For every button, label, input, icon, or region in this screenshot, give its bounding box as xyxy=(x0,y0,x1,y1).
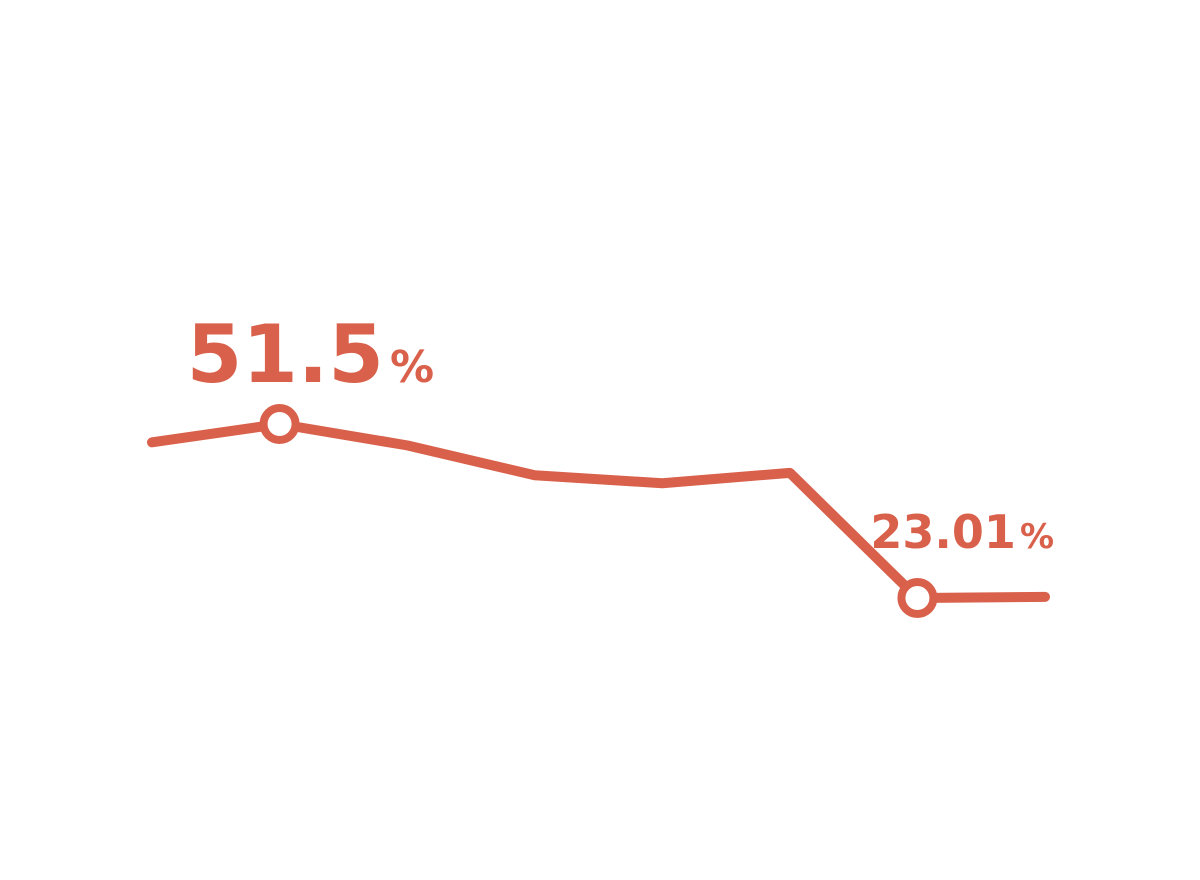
marker-layer xyxy=(259,404,938,618)
line-layer xyxy=(147,419,1050,603)
series-line xyxy=(147,419,1050,603)
data-label-value: 51.5 xyxy=(187,308,384,401)
data-label-1: 51.5% xyxy=(187,308,434,401)
label-layer: 51.5 %23.01% xyxy=(187,308,1054,559)
data-label-2: 23.01% xyxy=(870,505,1054,559)
data-label-unit: % xyxy=(1020,517,1054,557)
data-label-value: 23.01 xyxy=(870,505,1016,559)
highlight-marker-2 xyxy=(897,578,938,618)
data-label-unit: % xyxy=(390,342,434,393)
highlight-marker-1 xyxy=(259,404,300,444)
